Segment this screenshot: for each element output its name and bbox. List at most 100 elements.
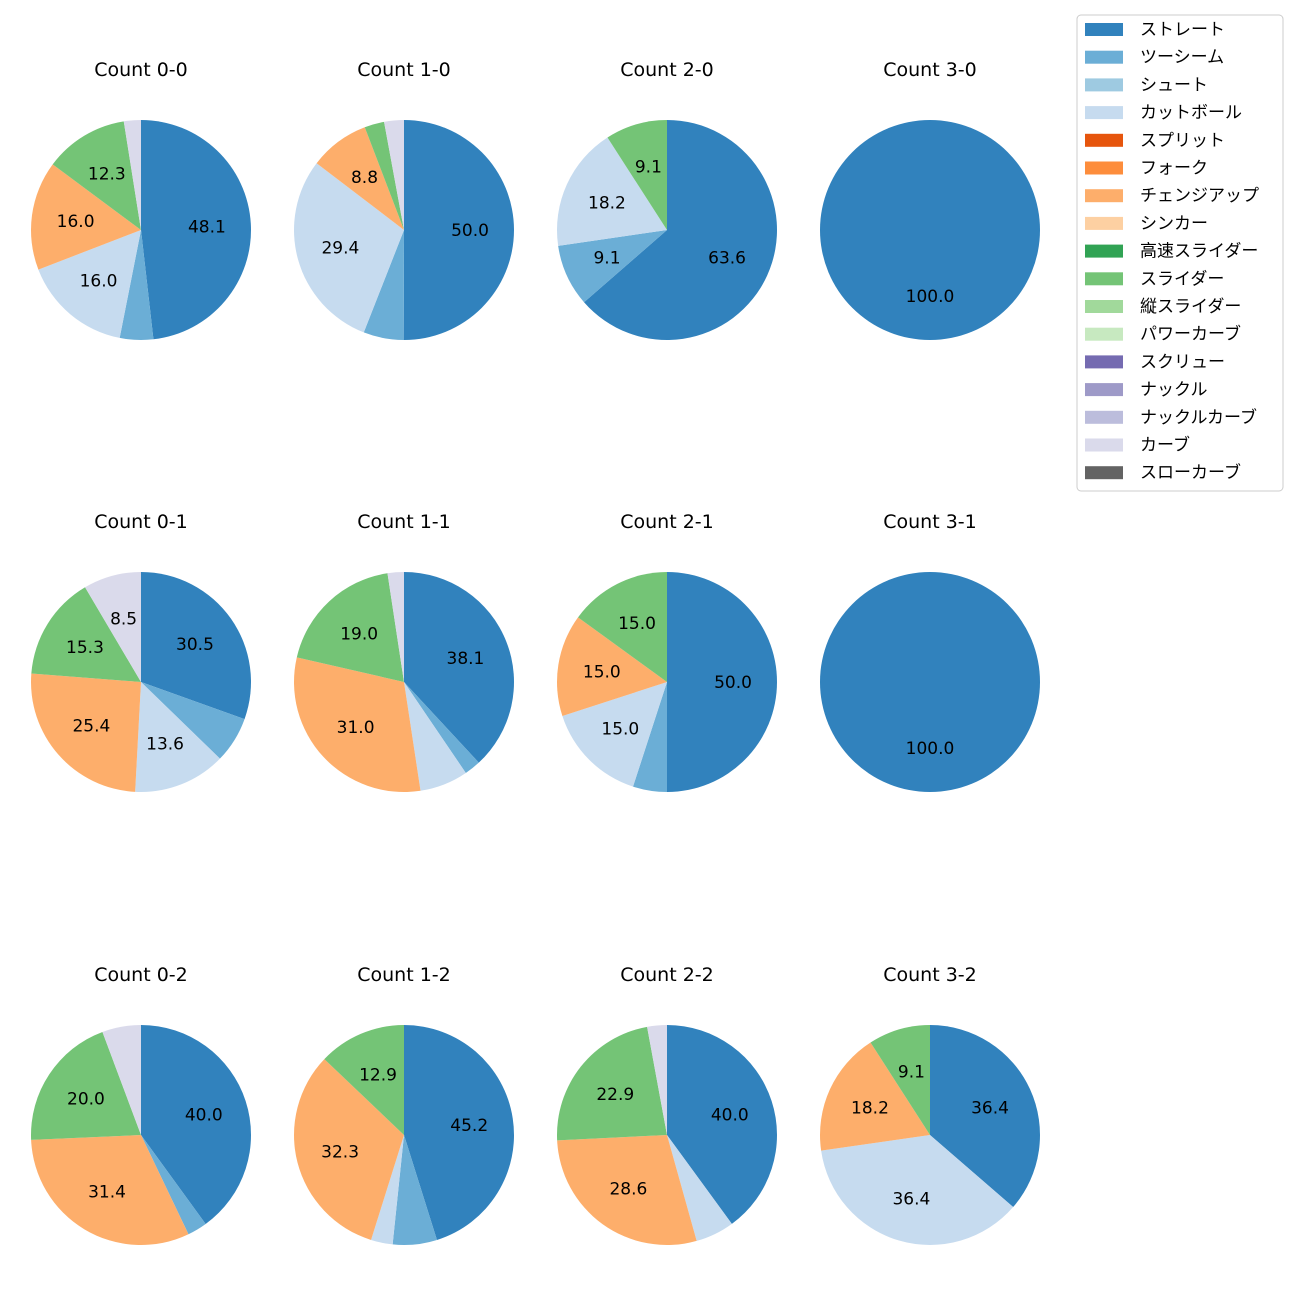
legend-swatch [1085, 161, 1123, 175]
pie-slice [387, 572, 404, 682]
pie-title: Count 2-1 [620, 511, 714, 533]
pie-count-3-1: Count 3-1 100.0 [820, 511, 1040, 792]
pie-slice [819, 1042, 930, 1151]
pie-count-3-0: Count 3-0 100.0 [820, 59, 1040, 340]
legend-item: フォーク [1085, 159, 1208, 179]
pie-slice [102, 1025, 141, 1135]
legend-label: スクリュー [1140, 352, 1225, 372]
legend-label: チェンジアップ [1140, 186, 1259, 206]
legend-swatch [1085, 78, 1123, 92]
legend-item: 縦スライダー [1085, 297, 1241, 317]
pie-slice [293, 1059, 404, 1240]
pie-slice [31, 673, 142, 792]
pie-slice [647, 1025, 667, 1135]
pie-slice [404, 682, 479, 773]
slice-label: 48.1 [188, 217, 226, 237]
pie-count-0-0: Count 0-0 48.1 16.0 16.0 12.3 [30, 59, 252, 340]
legend-label: シュート [1140, 75, 1208, 95]
pie-slice [557, 1026, 667, 1141]
pie-title: Count 0-1 [94, 511, 188, 533]
slice-label: 31.0 [337, 718, 375, 738]
legend-item: 高速スライダー [1085, 242, 1258, 262]
pie-slice [404, 1025, 514, 1240]
pie-title: Count 0-0 [94, 59, 188, 81]
legend: ストレートツーシームシュートカットボールスプリットフォークチェンジアップシンカー… [1076, 14, 1284, 492]
slice-label: 15.0 [618, 614, 656, 634]
legend-item: ナックルカーブ [1085, 407, 1257, 428]
pie-title: Count 1-0 [357, 59, 451, 81]
pie-slice [392, 1135, 437, 1245]
legend-label: フォーク [1140, 159, 1208, 179]
legend-swatch [1085, 23, 1123, 36]
pie-slice [135, 682, 220, 792]
slice-label: 15.0 [583, 663, 621, 683]
pie-title: Count 3-0 [883, 59, 977, 81]
pie-slice [384, 120, 404, 230]
pie-slice [141, 120, 252, 340]
pie-title: Count 0-2 [94, 964, 188, 986]
legend-label: カーブ [1140, 435, 1190, 456]
pie-slice [584, 120, 778, 340]
legend-label: ナックルカーブ [1140, 407, 1257, 428]
pie-title: Count 1-2 [357, 964, 451, 986]
pie-slice [85, 572, 141, 682]
pie-slice [557, 1135, 697, 1245]
legend-item: パワーカーブ [1085, 324, 1241, 345]
pie-slice [52, 121, 142, 230]
legend-item: カットボール [1085, 103, 1242, 123]
pie-count-1-2: Count 1-2 45.2 32.3 12.9 [293, 964, 514, 1245]
pie-slice [324, 1025, 404, 1135]
pie-count-1-0: Count 1-0 50.0 29.4 8.8 [294, 59, 515, 341]
slice-label: 12.9 [359, 1065, 397, 1085]
slice-label: 18.2 [588, 194, 626, 214]
pie-slice [930, 1025, 1040, 1208]
legend-swatch [1085, 133, 1123, 147]
legend-swatch [1085, 438, 1123, 452]
legend-item: ナックル [1085, 380, 1208, 400]
pie-count-2-1: Count 2-1 50.0 15.0 15.0 15.0 [557, 511, 777, 792]
slice-label: 9.1 [635, 158, 662, 178]
slice-label: 15.0 [601, 720, 639, 740]
legend-label: スローカーブ [1140, 462, 1241, 483]
pie-title: Count 2-2 [620, 964, 714, 986]
slice-label: 9.1 [898, 1063, 925, 1083]
slice-label: 22.9 [596, 1085, 634, 1105]
pie-slice [578, 571, 667, 682]
slice-label: 50.0 [714, 673, 752, 693]
slice-label: 45.2 [450, 1116, 488, 1136]
pie-count-2-2: Count 2-2 40.0 28.6 22.9 [557, 964, 777, 1245]
pie-slice [820, 572, 1040, 792]
pie-slice [667, 572, 777, 792]
legend-item: スプリット [1085, 131, 1225, 151]
slice-label: 9.1 [593, 249, 620, 269]
slice-label: 50.0 [451, 221, 489, 241]
slice-label: 40.0 [711, 1106, 749, 1126]
legend-label: パワーカーブ [1140, 324, 1241, 345]
slice-label: 13.6 [146, 734, 184, 754]
slice-label: 25.4 [72, 717, 110, 737]
pie-slice [667, 1135, 732, 1241]
legend-item: シュート [1085, 75, 1208, 95]
legend-item: スライダー [1085, 269, 1224, 289]
pie-slice [557, 617, 667, 716]
legend-label: カットボール [1140, 103, 1242, 123]
slice-label: 28.6 [609, 1180, 647, 1200]
legend-swatch [1085, 244, 1123, 258]
pie-count-2-0: Count 2-0 63.6 9.1 18.2 9.1 [557, 59, 778, 340]
pie-slice [820, 120, 1040, 340]
pie-slice [31, 587, 142, 682]
pie-slice [31, 1135, 189, 1245]
pie-slice [30, 164, 141, 270]
legend-item: シンカー [1085, 214, 1208, 234]
legend-item: スクリュー [1085, 352, 1225, 372]
slice-label: 8.8 [351, 168, 378, 188]
pie-title: Count 2-0 [620, 59, 714, 81]
pie-slice [316, 127, 404, 230]
legend-swatch [1085, 410, 1123, 424]
legend-label: スライダー [1140, 269, 1224, 289]
slice-label: 63.6 [708, 248, 746, 268]
legend-swatch [1085, 466, 1123, 480]
pie-count-3-2: Count 3-2 36.4 36.4 18.2 9.1 [819, 964, 1040, 1245]
